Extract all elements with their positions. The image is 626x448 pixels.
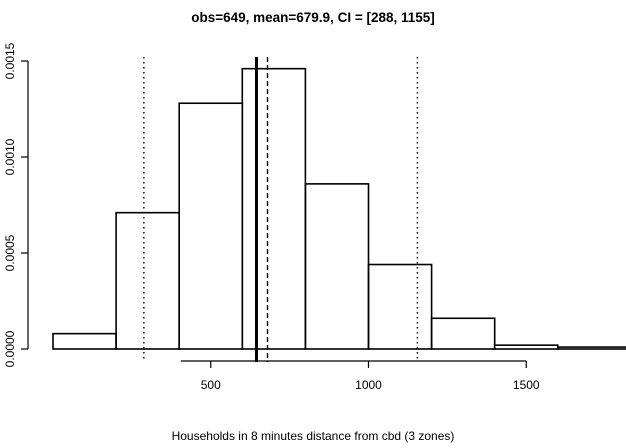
- y-tick-label: 0.0000: [3, 330, 17, 367]
- x-axis-title: Households in 8 minutes distance from cb…: [172, 429, 455, 443]
- y-axis: 0.0000 0.0005 0.0010 0.0015: [3, 42, 29, 367]
- y-tick-label: 0.0005: [3, 234, 17, 271]
- histogram-bar-1: [52, 332, 117, 350]
- reference-lines-group: [143, 57, 419, 362]
- histogram-bar-3: [178, 102, 244, 350]
- bars-group: [52, 67, 626, 350]
- histogram-bar-4: [241, 67, 307, 350]
- histogram-bar-7: [430, 317, 496, 350]
- histogram-bar-5: [304, 183, 370, 350]
- histogram-bar-9: [556, 346, 626, 350]
- x-tick-label: 1500: [513, 378, 540, 392]
- y-tick-label: 0.0010: [3, 138, 17, 175]
- x-tick-label: 500: [201, 378, 221, 392]
- histogram-bar-2: [115, 211, 180, 350]
- x-tick-label: 1000: [355, 378, 382, 392]
- chart-title: obs=649, mean=679.9, CI = [288, 1155]: [191, 10, 435, 25]
- x-axis: 500 1000 1500: [180, 360, 540, 392]
- y-tick-label: 0.0015: [3, 42, 17, 79]
- histogram-bar-8: [493, 344, 559, 350]
- histogram-bar-6: [367, 263, 433, 350]
